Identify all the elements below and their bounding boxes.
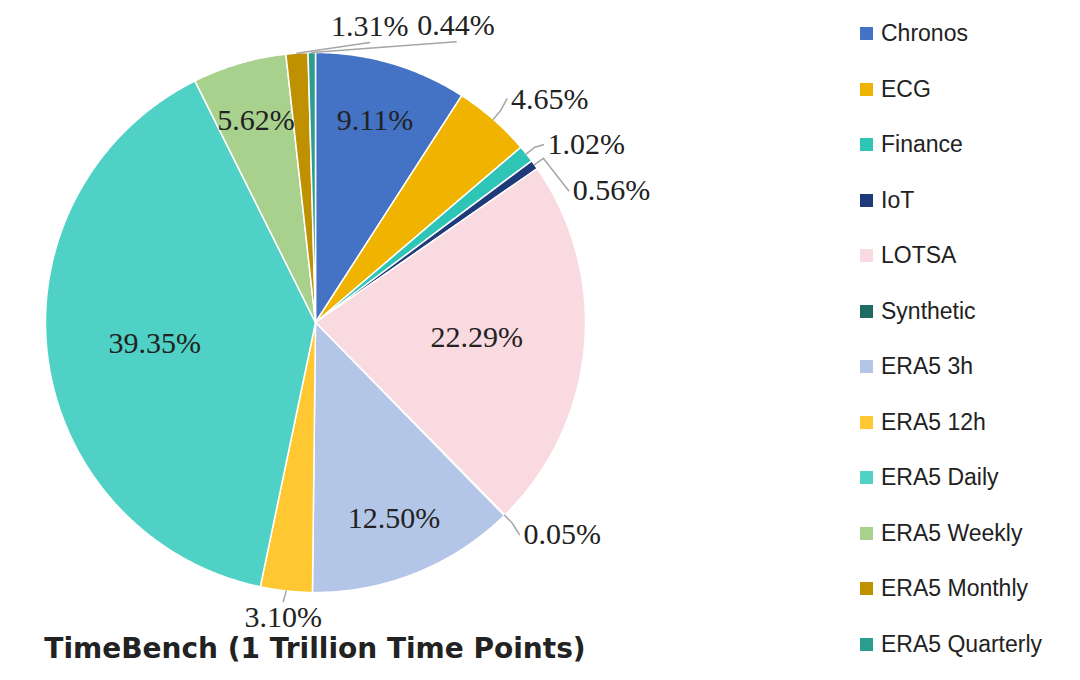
html-text:ERA5 Monthly: ERA5 Monthly (881, 575, 1028, 602)
html-text:ERA5 12h: ERA5 12h (881, 408, 986, 435)
html-text:Finance: Finance (881, 131, 963, 158)
svg-text:9.11%: 9.11% (337, 103, 413, 136)
svg-text:0.56%: 0.56% (573, 173, 651, 206)
html-text:ERA5 Daily: ERA5 Daily (881, 464, 999, 491)
html-text:ERA5 Weekly: ERA5 Weekly (881, 519, 1023, 546)
html-text:LOTSA: LOTSA (881, 242, 957, 269)
html-text:ECG: ECG (881, 75, 931, 102)
svg-text:0.44%: 0.44% (417, 8, 495, 41)
svg-text:3.10%: 3.10% (245, 600, 323, 633)
svg-text:22.29%: 22.29% (431, 320, 524, 353)
html-text:Synthetic: Synthetic (881, 297, 976, 324)
html-text:ERA5 Quarterly: ERA5 Quarterly (881, 630, 1043, 657)
svg-text:0.05%: 0.05% (523, 517, 601, 550)
svg-text:1.02%: 1.02% (548, 127, 626, 160)
html-text:Chronos: Chronos (881, 20, 968, 47)
svg-text:12.50%: 12.50% (348, 501, 441, 534)
svg-text:1.31%: 1.31% (331, 9, 409, 42)
svg-text:4.65%: 4.65% (511, 82, 589, 115)
html-text:TimeBench (1 Trillion Time Poi: TimeBench (1 Trillion Time Points) (44, 632, 586, 665)
html-text:IoT: IoT (881, 186, 915, 213)
svg-text:39.35%: 39.35% (109, 326, 202, 359)
svg-text:5.62%: 5.62% (217, 103, 295, 136)
html-text:ERA5 3h: ERA5 3h (881, 353, 974, 380)
